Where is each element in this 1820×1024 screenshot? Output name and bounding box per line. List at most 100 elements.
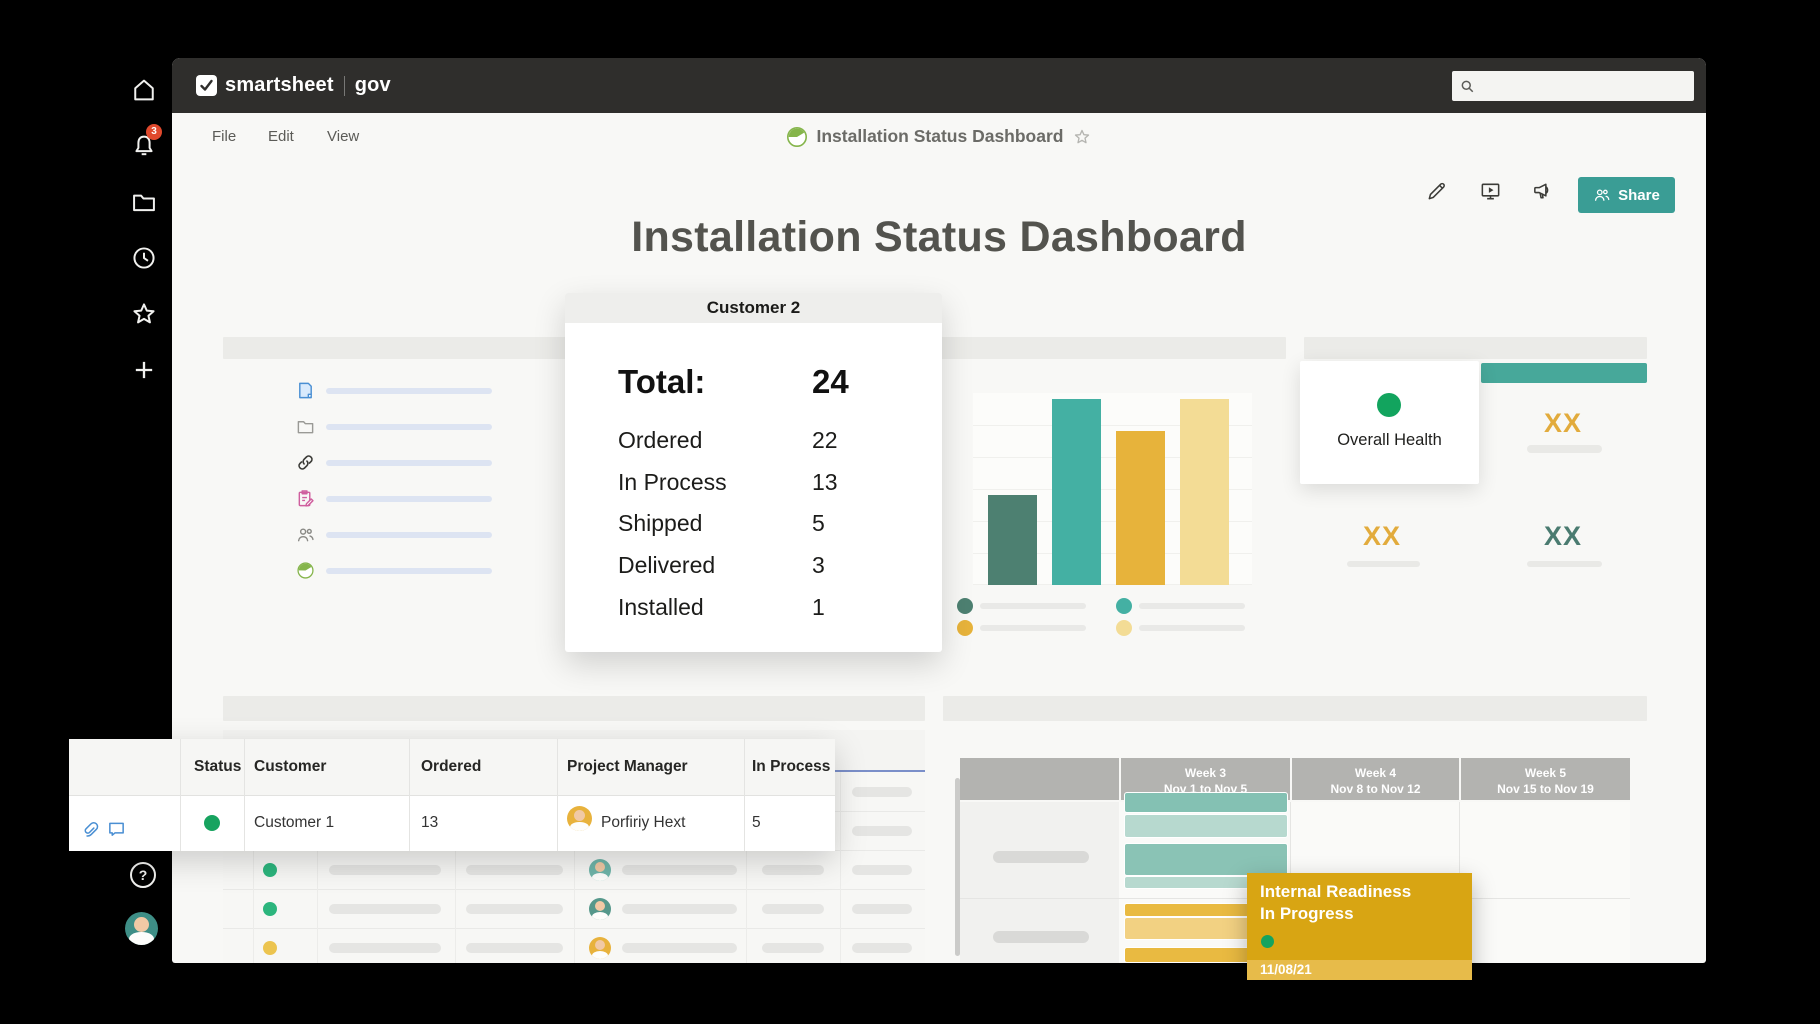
stat-label: In Process <box>618 469 727 495</box>
row-avatar <box>589 898 611 920</box>
menu-file[interactable]: File <box>212 128 237 145</box>
favorite-star-icon[interactable] <box>1072 127 1092 147</box>
col-project-manager: Project Manager <box>567 758 688 775</box>
legend-placeholder-2 <box>1139 603 1245 609</box>
tooltip-status: In Progress <box>1260 904 1354 923</box>
cell-project-manager[interactable]: Porfiriy Hext <box>601 814 686 831</box>
section-bar-top-right <box>1304 337 1647 359</box>
cell-ordered[interactable]: 13 <box>421 814 439 831</box>
present-monitor-button[interactable] <box>1479 180 1502 203</box>
gridline <box>973 457 1252 458</box>
customer-2-card: Customer 2 Total: 24 Ordered 22 In Proce… <box>565 293 942 652</box>
row-detail-table: Status Customer Ordered Project Manager … <box>69 739 835 851</box>
shortcut-item[interactable] <box>296 561 596 581</box>
task-name-placeholder <box>993 851 1089 863</box>
shortcut-item[interactable] <box>296 417 596 437</box>
people-icon <box>297 528 314 542</box>
shortcut-item[interactable] <box>296 489 596 509</box>
metric-placeholder <box>1527 561 1602 567</box>
health-status-dot <box>1377 393 1401 417</box>
gridline <box>973 425 1252 426</box>
menu-view[interactable]: View <box>327 128 360 145</box>
clipboard-edit-icon <box>298 490 314 507</box>
placeholder-line <box>326 388 492 394</box>
stat-value: 5 <box>812 510 825 536</box>
help-button[interactable]: ? <box>130 862 156 888</box>
cell-placeholder <box>329 865 441 875</box>
gantt-header-week5: Week 5 Nov 15 to Nov 19 <box>1461 758 1630 800</box>
week-label: Week 5 <box>1524 766 1567 780</box>
comment-bubble-icon[interactable] <box>107 820 126 839</box>
document-icon <box>299 382 312 399</box>
folder-icon <box>297 421 314 434</box>
attachment-paperclip-icon[interactable] <box>81 820 100 839</box>
chart-bar-4 <box>1180 398 1229 585</box>
sheet-row[interactable] <box>223 850 925 890</box>
search-input[interactable] <box>1452 71 1694 101</box>
section-bar-bottom-left <box>223 696 925 721</box>
account-avatar[interactable] <box>125 912 158 945</box>
sheet-row[interactable] <box>223 889 925 929</box>
plus-icon[interactable] <box>130 356 158 384</box>
people-icon <box>1595 189 1610 201</box>
cell-placeholder <box>466 904 563 914</box>
sheet-row[interactable] <box>223 928 925 963</box>
megaphone-button[interactable] <box>1531 180 1554 203</box>
star-icon[interactable] <box>130 300 158 328</box>
pie-chart-icon <box>297 562 314 579</box>
gridline <box>973 553 1252 554</box>
cell-placeholder <box>852 904 912 914</box>
shortcut-item[interactable] <box>296 525 596 545</box>
total-label: Total: <box>618 363 706 400</box>
table-header <box>69 739 835 796</box>
tooltip-date: 11/08/21 <box>1247 960 1472 980</box>
search-icon <box>1461 80 1474 92</box>
gantt-bar[interactable] <box>1124 814 1288 838</box>
folder-icon[interactable] <box>130 188 158 216</box>
edit-pencil-button[interactable] <box>1425 180 1448 203</box>
metric-placeholder <box>1527 445 1602 453</box>
cell-placeholder <box>466 865 563 875</box>
gantt-header-week4: Week 4 Nov 8 to Nov 12 <box>1292 758 1459 800</box>
cell-placeholder <box>329 904 441 914</box>
clock-icon[interactable] <box>130 244 158 272</box>
home-icon[interactable] <box>130 76 158 104</box>
gantt-bar[interactable] <box>1124 792 1288 813</box>
col-ordered: Ordered <box>421 758 482 775</box>
stat-label: Ordered <box>618 427 703 453</box>
week-label: Week 3 <box>1184 766 1227 780</box>
gantt-scrollbar[interactable] <box>955 778 960 956</box>
week-range: Nov 8 to Nov 12 <box>1330 782 1421 797</box>
shortcut-item[interactable] <box>296 453 596 473</box>
placeholder-line <box>326 460 492 466</box>
stat-label: Delivered <box>618 552 716 578</box>
link-icon <box>298 455 313 470</box>
cell-placeholder <box>466 943 563 953</box>
tooltip-status-dot <box>1261 935 1274 948</box>
cell-customer[interactable]: Customer 1 <box>254 814 335 831</box>
week-label: Week 4 <box>1354 766 1397 780</box>
placeholder-line <box>326 424 492 430</box>
share-button[interactable]: Share <box>1578 177 1675 213</box>
cell-placeholder <box>852 943 912 953</box>
gantt-bar[interactable] <box>1124 843 1288 876</box>
legend-dot-1 <box>957 598 973 614</box>
cell-in-process[interactable]: 5 <box>752 814 761 831</box>
cell-placeholder <box>852 787 912 797</box>
brand-divider <box>343 75 345 96</box>
share-label: Share <box>1618 186 1660 204</box>
bar-chart <box>973 393 1252 585</box>
tooltip-body: Internal Readiness In Progress <box>1247 873 1472 960</box>
chart-bar-3 <box>1116 431 1165 585</box>
shortcut-item[interactable] <box>296 381 596 401</box>
stat-value: 22 <box>812 427 838 453</box>
status-dot-green <box>263 902 277 916</box>
tooltip-task: Internal Readiness <box>1260 882 1412 901</box>
menu-edit[interactable]: Edit <box>268 128 294 145</box>
brand-name: smartsheet <box>225 74 334 96</box>
placeholder-line <box>326 568 492 574</box>
cell-placeholder <box>852 826 912 836</box>
doc-title: Installation Status Dashboard <box>816 126 1064 146</box>
pm-avatar <box>567 806 592 831</box>
stat-value: 1 <box>812 594 825 620</box>
